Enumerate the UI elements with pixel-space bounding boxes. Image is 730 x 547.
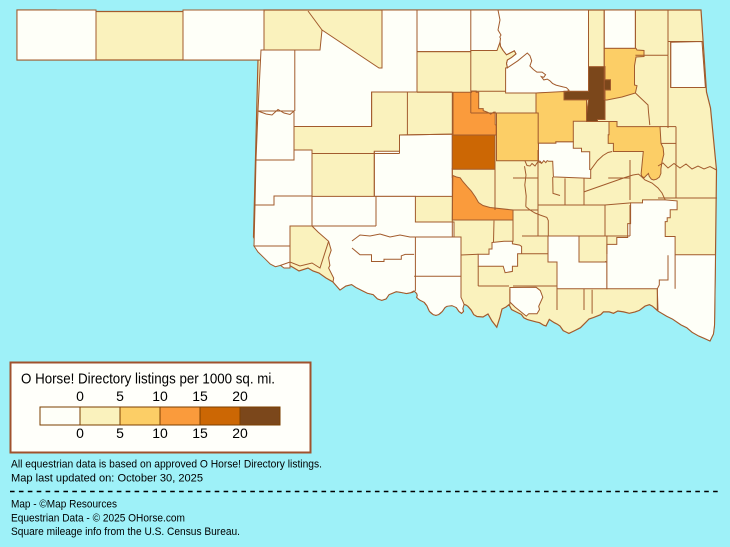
svg-text:Map - ©Map Resources: Map - ©Map Resources xyxy=(11,499,117,511)
svg-text:10: 10 xyxy=(152,388,168,404)
svg-text:Equestrian Data - © 2025 OHors: Equestrian Data - © 2025 OHorse.com xyxy=(11,513,185,525)
svg-text:20: 20 xyxy=(232,425,248,441)
svg-text:All equestrian data is based o: All equestrian data is based on approved… xyxy=(11,459,322,471)
svg-text:20: 20 xyxy=(232,388,248,404)
svg-text:15: 15 xyxy=(192,388,208,404)
svg-text:5: 5 xyxy=(116,425,124,441)
svg-text:Square mileage info from the U: Square mileage info from the U.S. Census… xyxy=(11,526,240,538)
svg-text:5: 5 xyxy=(116,388,124,404)
svg-text:O Horse! Directory listings pe: O Horse! Directory listings per 1000 sq.… xyxy=(21,371,275,388)
svg-text:Map last updated on: October 3: Map last updated on: October 30, 2025 xyxy=(11,473,203,485)
svg-text:0: 0 xyxy=(76,425,84,441)
svg-text:0: 0 xyxy=(76,388,84,404)
svg-text:10: 10 xyxy=(152,425,168,441)
svg-text:15: 15 xyxy=(192,425,208,441)
